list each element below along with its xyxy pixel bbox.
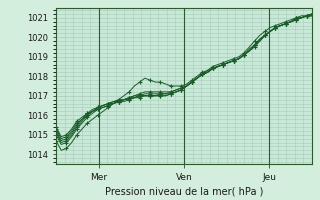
X-axis label: Pression niveau de la mer( hPa ): Pression niveau de la mer( hPa ) <box>105 186 263 196</box>
